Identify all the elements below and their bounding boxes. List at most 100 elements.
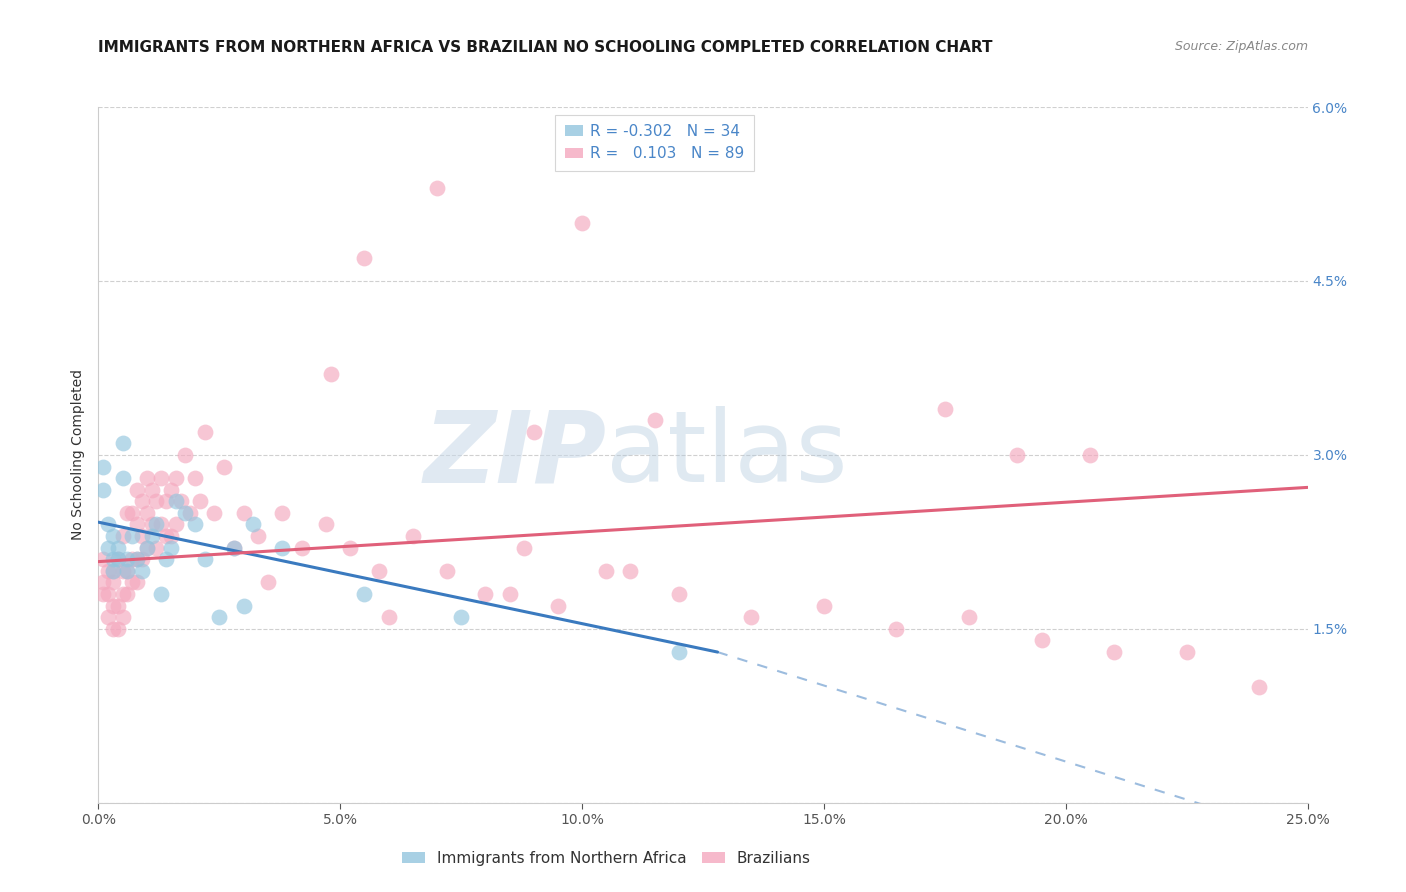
Point	[155, 552, 177, 566]
Point	[91, 459, 114, 474]
Point	[212, 459, 235, 474]
Point	[813, 599, 835, 613]
Point	[644, 413, 666, 427]
Point	[619, 564, 641, 578]
Point	[1031, 633, 1053, 648]
Point	[150, 587, 173, 601]
Point	[160, 483, 183, 497]
Point	[91, 575, 114, 590]
Point	[101, 575, 124, 590]
Point	[1249, 680, 1271, 694]
Point	[247, 529, 270, 543]
Point	[101, 564, 124, 578]
Point	[127, 552, 149, 566]
Point	[91, 552, 114, 566]
Point	[121, 552, 143, 566]
Point	[150, 517, 173, 532]
Point	[160, 541, 183, 555]
Point	[111, 436, 134, 450]
Point	[232, 506, 254, 520]
Point	[107, 552, 129, 566]
Point	[188, 494, 211, 508]
Point	[194, 552, 217, 566]
Point	[1175, 645, 1198, 659]
Point	[222, 541, 245, 555]
Point	[135, 541, 157, 555]
Point	[91, 587, 114, 601]
Point	[117, 564, 139, 578]
Point	[1102, 645, 1125, 659]
Point	[402, 529, 425, 543]
Legend: Immigrants from Northern Africa, Brazilians: Immigrants from Northern Africa, Brazili…	[395, 845, 817, 871]
Point	[111, 610, 134, 624]
Text: Source: ZipAtlas.com: Source: ZipAtlas.com	[1174, 40, 1308, 54]
Point	[131, 494, 153, 508]
Text: ZIP: ZIP	[423, 407, 606, 503]
Point	[160, 529, 183, 543]
Point	[127, 483, 149, 497]
Text: atlas: atlas	[606, 407, 848, 503]
Point	[377, 610, 399, 624]
Point	[127, 575, 149, 590]
Point	[97, 610, 120, 624]
Point	[474, 587, 496, 601]
Point	[141, 517, 163, 532]
Point	[319, 367, 342, 381]
Point	[740, 610, 762, 624]
Point	[135, 471, 157, 485]
Point	[547, 599, 569, 613]
Point	[117, 587, 139, 601]
Point	[165, 517, 187, 532]
Point	[194, 425, 217, 439]
Point	[155, 529, 177, 543]
Point	[513, 541, 536, 555]
Point	[368, 564, 391, 578]
Point	[222, 541, 245, 555]
Point	[155, 494, 177, 508]
Point	[232, 599, 254, 613]
Point	[271, 506, 294, 520]
Point	[145, 494, 167, 508]
Point	[135, 541, 157, 555]
Point	[121, 506, 143, 520]
Point	[111, 587, 134, 601]
Point	[179, 506, 201, 520]
Y-axis label: No Schooling Completed: No Schooling Completed	[72, 369, 86, 541]
Point	[127, 517, 149, 532]
Point	[111, 471, 134, 485]
Point	[256, 575, 278, 590]
Point	[97, 541, 120, 555]
Point	[315, 517, 337, 532]
Point	[165, 494, 187, 508]
Point	[145, 541, 167, 555]
Point	[242, 517, 264, 532]
Point	[184, 471, 207, 485]
Point	[934, 401, 956, 416]
Point	[97, 517, 120, 532]
Point	[107, 622, 129, 636]
Point	[1078, 448, 1101, 462]
Point	[101, 564, 124, 578]
Point	[353, 251, 375, 265]
Point	[117, 506, 139, 520]
Point	[174, 448, 197, 462]
Point	[131, 529, 153, 543]
Point	[426, 181, 449, 195]
Text: IMMIGRANTS FROM NORTHERN AFRICA VS BRAZILIAN NO SCHOOLING COMPLETED CORRELATION : IMMIGRANTS FROM NORTHERN AFRICA VS BRAZI…	[98, 40, 993, 55]
Point	[290, 541, 312, 555]
Point	[436, 564, 458, 578]
Point	[668, 645, 690, 659]
Point	[101, 529, 124, 543]
Point	[208, 610, 231, 624]
Point	[184, 517, 207, 532]
Point	[121, 575, 143, 590]
Point	[131, 552, 153, 566]
Point	[339, 541, 361, 555]
Point	[127, 552, 149, 566]
Point	[204, 506, 226, 520]
Point	[107, 541, 129, 555]
Point	[668, 587, 690, 601]
Point	[523, 425, 546, 439]
Point	[135, 506, 157, 520]
Point	[150, 471, 173, 485]
